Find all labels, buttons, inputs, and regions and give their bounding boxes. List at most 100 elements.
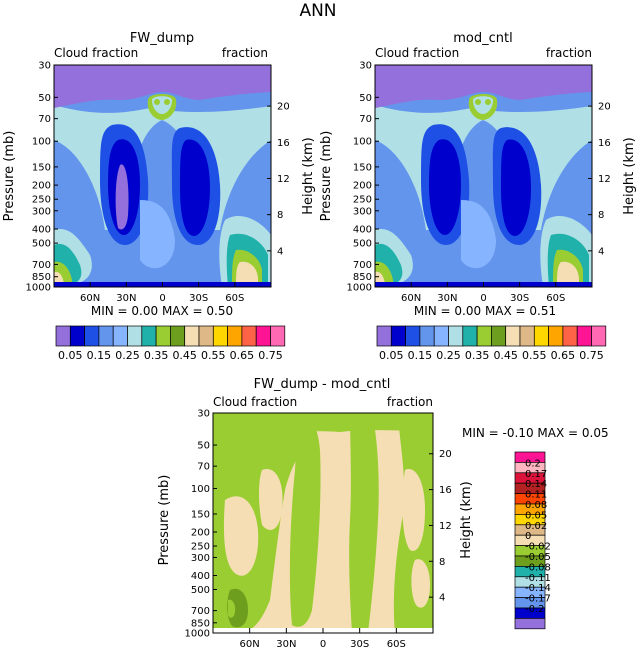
- x-tick-label: 60N: [401, 293, 421, 304]
- contour-green-center: [289, 413, 321, 627]
- panel-right-label: fraction: [222, 46, 268, 60]
- colorbar-swatch: [514, 618, 546, 630]
- contour-green-left: [213, 413, 310, 633]
- y-tick-label: 200: [353, 181, 372, 192]
- y-tick-label: 250: [191, 542, 210, 553]
- y-tick-label: 30: [359, 61, 372, 72]
- colorbar-swatch: [141, 325, 157, 347]
- y2-axis-label: Height (km): [622, 137, 637, 214]
- colorbar-swatch: [390, 325, 406, 347]
- contour-core-right: [180, 139, 210, 236]
- y2-tick-label: 8: [277, 210, 283, 221]
- colorbar-label: 0.15: [87, 349, 112, 362]
- panel-title: FW_dump: [130, 31, 194, 46]
- y-tick-label: 500: [191, 585, 210, 596]
- y-axis-label: Pressure (mb): [2, 131, 17, 222]
- contour-low-right-4: [557, 261, 579, 287]
- y-axis-label: Pressure (mb): [319, 131, 334, 222]
- panel-title: mod_cntl: [453, 31, 512, 46]
- y-tick-label: 100: [353, 137, 372, 148]
- y2-tick-label: 12: [277, 174, 290, 185]
- contour-field: [54, 65, 271, 287]
- colorbar-swatch: [155, 325, 171, 347]
- y-tick-label: 250: [353, 195, 372, 206]
- y-tick-label: 400: [32, 224, 51, 235]
- colorbar-swatch: [184, 325, 200, 347]
- y-tick-label: 150: [32, 162, 51, 173]
- colorbar: 0.05 0.15 0.25 0.35 0.45 0.55 0.65 0.75: [55, 325, 286, 362]
- y-tick-label: 70: [359, 114, 372, 125]
- colorbar-swatch: [519, 325, 535, 347]
- y2-tick-label: 20: [277, 102, 290, 113]
- contour-beige-right-hole-2: [411, 559, 430, 608]
- y2-tick-label: 16: [439, 485, 452, 496]
- y-tick-label: 850: [32, 272, 51, 283]
- y-tick-label: 50: [38, 93, 51, 104]
- colorbar-swatch: [255, 325, 271, 347]
- y-tick-label: 1000: [26, 283, 51, 294]
- contour-low-right-4: [236, 261, 258, 287]
- colorbar-label: 0.75: [258, 349, 283, 362]
- y2-tick-label: 16: [277, 138, 290, 149]
- y-tick-label: 250: [32, 195, 51, 206]
- colorbar-swatch: [227, 325, 243, 347]
- contour-field: [375, 65, 592, 287]
- colorbar-label: 0: [525, 531, 531, 542]
- contour-green-top-strip: [213, 413, 433, 432]
- colorbar-label: 0.55: [522, 349, 547, 362]
- x-tick-label: 60S: [546, 293, 565, 304]
- colorbar-swatch: [170, 325, 186, 347]
- contour-center-dot-a: [154, 99, 160, 105]
- y2-tick-label: 20: [598, 102, 611, 113]
- y2-tick-label: 12: [439, 521, 452, 532]
- y-tick-label: 400: [353, 224, 372, 235]
- y-tick-label: 300: [191, 553, 210, 564]
- colorbar-swatch: [462, 325, 478, 347]
- colorbar-label: 0.65: [551, 349, 576, 362]
- panel-right-label: fraction: [387, 395, 433, 409]
- y-tick-label: 70: [197, 462, 210, 473]
- x-ticks: 60N 30N 0 30S 60S: [240, 628, 406, 650]
- colorbar-label: 0.75: [579, 349, 604, 362]
- y-tick-label: 850: [191, 618, 210, 629]
- panel-right-label: fraction: [546, 46, 592, 60]
- colorbar-label: 0.25: [115, 349, 140, 362]
- y2-axis-label: Height (km): [301, 137, 316, 214]
- panel-left-label: Cloud fraction: [213, 395, 297, 409]
- x-tick-label: 30N: [116, 293, 136, 304]
- colorbar-swatch: [562, 325, 578, 347]
- colorbar-swatch: [98, 325, 114, 347]
- y-tick-label: 700: [32, 260, 51, 271]
- y2-tick-label: 12: [598, 174, 611, 185]
- stats-text: MIN = 0.00 MAX = 0.51: [414, 304, 556, 318]
- contour-mid-lightblue: [461, 200, 496, 269]
- contour-center-dot-b: [485, 99, 491, 105]
- contour-core-right: [501, 139, 531, 236]
- colorbar-swatch: [548, 325, 564, 347]
- y-tick-label: 1000: [347, 283, 372, 294]
- x-tick-label: 30N: [276, 639, 296, 650]
- colorbar-label: 0.05: [525, 510, 547, 521]
- x-ticks: 60N 30N 0 30S 60S: [80, 282, 244, 304]
- x-tick-label: 30S: [189, 293, 208, 304]
- colorbar-swatch: [127, 325, 143, 347]
- colorbar-swatch: [198, 325, 214, 347]
- y2-tick-label: 8: [598, 210, 604, 221]
- colorbar-swatch: [491, 325, 507, 347]
- colorbar-swatch: [433, 325, 449, 347]
- colorbar-swatch: [476, 325, 492, 347]
- colorbar-label: 0.15: [408, 349, 433, 362]
- stats-text: MIN = 0.00 MAX = 0.50: [91, 304, 233, 318]
- y2-tick-label: 4: [277, 246, 283, 257]
- panel-title: FW_dump - mod_cntl: [254, 377, 391, 392]
- y-tick-label: 850: [353, 272, 372, 283]
- x-tick-label: 30N: [437, 293, 457, 304]
- contour-beige-left-hole: [223, 496, 259, 576]
- colorbar-swatch: [84, 325, 100, 347]
- y-tick-label: 150: [191, 509, 210, 520]
- y-tick-label: 500: [353, 239, 372, 250]
- contour-center-dot-a: [475, 99, 481, 105]
- colorbar-label: 0.45: [172, 349, 197, 362]
- colorbar-swatch: [419, 325, 435, 347]
